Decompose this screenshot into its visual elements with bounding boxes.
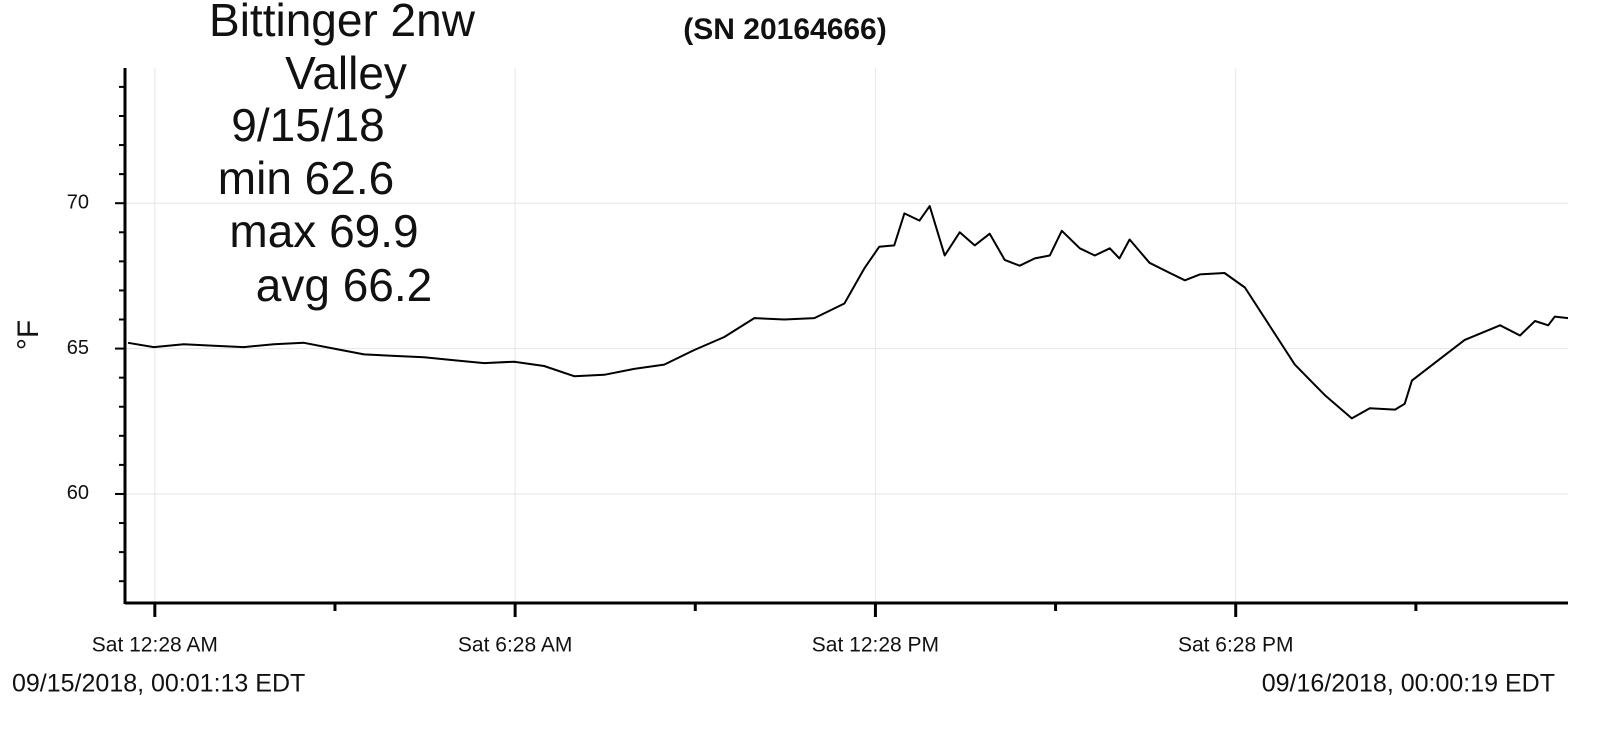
annotation: avg 66.2 bbox=[256, 259, 432, 311]
y-tick-label: 70 bbox=[67, 191, 89, 213]
annotation: Valley bbox=[285, 47, 407, 99]
chart-title: (SN 20164666) bbox=[683, 13, 886, 46]
y-tick-label: 65 bbox=[67, 337, 89, 359]
data-line bbox=[127, 205, 1569, 420]
annotation: max 69.9 bbox=[229, 205, 418, 257]
x-tick-label: Sat 12:28 AM bbox=[92, 634, 218, 657]
y-axis-label: °F bbox=[12, 320, 45, 350]
annotation: 9/15/18 bbox=[231, 99, 384, 151]
end-time: 09/16/2018, 00:00:19 EDT bbox=[1262, 670, 1555, 698]
start-time: 09/15/2018, 00:01:13 EDT bbox=[12, 670, 305, 698]
x-tick-label: Sat 12:28 PM bbox=[812, 634, 939, 657]
x-tick-label: Sat 6:28 PM bbox=[1178, 634, 1294, 657]
annotation: Bittinger 2nw bbox=[209, 0, 476, 46]
x-tick-label: Sat 6:28 AM bbox=[458, 634, 572, 657]
annotation: min 62.6 bbox=[218, 152, 394, 204]
y-tick-label: 60 bbox=[67, 482, 89, 504]
